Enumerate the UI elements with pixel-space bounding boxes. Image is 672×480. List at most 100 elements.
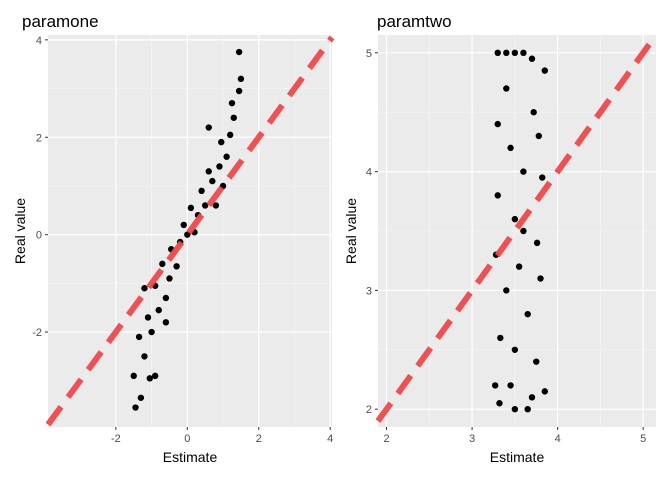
data-point — [205, 168, 212, 175]
data-point — [137, 394, 145, 401]
x-axis-label: Estimate — [490, 449, 545, 465]
data-point — [539, 174, 546, 181]
data-point — [237, 75, 245, 83]
data-point — [144, 314, 152, 321]
data-point — [520, 227, 527, 235]
y-axis-ticks: 2 3 4 5 — [366, 48, 378, 416]
data-point — [533, 239, 541, 247]
data-point — [159, 260, 166, 268]
data-point — [511, 405, 519, 413]
gridlines — [48, 35, 332, 427]
data-point — [173, 263, 180, 270]
identity-line — [45, 35, 335, 427]
data-point — [520, 168, 527, 175]
y-tick-label: 4 — [366, 167, 372, 179]
panel-paramone: paramone -2 0 2 4 -2 0 2 4 Estimate Real value — [12, 12, 335, 465]
data-point — [212, 202, 220, 209]
data-point — [503, 49, 510, 57]
y-tick-label: -2 — [32, 327, 42, 339]
data-point — [507, 144, 514, 152]
data-point — [187, 204, 195, 212]
data-point — [209, 177, 216, 185]
data-point — [146, 375, 154, 382]
data-point — [235, 87, 243, 95]
panel-title: paramone — [22, 12, 99, 31]
data-point — [135, 333, 143, 341]
data-point — [155, 306, 162, 314]
x-axis-ticks: 2 3 4 5 — [383, 427, 646, 445]
data-point — [530, 109, 537, 116]
y-tick-label: 0 — [36, 230, 42, 242]
scatter-points — [491, 49, 548, 413]
x-tick-label: 2 — [383, 433, 389, 445]
x-tick-label: 3 — [469, 433, 475, 445]
y-tick-label: 3 — [366, 285, 372, 297]
data-point — [218, 138, 225, 146]
data-point — [524, 405, 531, 413]
data-point — [132, 404, 139, 411]
x-tick-label: -2 — [111, 433, 121, 445]
x-axis-label: Estimate — [163, 449, 218, 465]
data-point — [535, 132, 543, 140]
data-point — [226, 131, 234, 139]
data-point — [494, 49, 501, 57]
data-point — [524, 310, 531, 318]
x-tick-label: 2 — [256, 433, 262, 445]
data-point — [198, 187, 205, 195]
data-point — [216, 163, 223, 170]
y-tick-label: 4 — [36, 35, 42, 47]
data-point — [533, 358, 540, 365]
data-point — [515, 263, 523, 270]
data-point — [180, 221, 187, 229]
data-point — [496, 400, 503, 407]
data-point — [541, 388, 548, 395]
data-point — [230, 114, 237, 121]
y-axis-label: Real value — [343, 198, 359, 264]
data-point — [235, 48, 243, 56]
data-point — [184, 231, 191, 238]
panel-title: paramtwo — [377, 12, 452, 31]
data-point — [491, 382, 499, 389]
identity-line — [375, 33, 659, 423]
data-point — [537, 275, 544, 282]
y-axis-ticks: -2 0 2 4 — [32, 35, 48, 339]
data-point — [503, 287, 510, 294]
x-axis-ticks: -2 0 2 4 — [111, 427, 333, 445]
data-point — [223, 153, 230, 160]
data-point — [166, 275, 173, 282]
data-point — [141, 353, 148, 360]
y-tick-label: 2 — [366, 404, 372, 416]
x-tick-label: 5 — [640, 433, 646, 445]
data-point — [541, 67, 548, 74]
x-tick-label: 4 — [327, 433, 333, 445]
data-point — [511, 215, 519, 223]
data-point — [228, 99, 236, 107]
data-point — [130, 372, 137, 380]
data-point — [205, 124, 212, 131]
data-point — [162, 294, 170, 302]
x-tick-label: 0 — [184, 433, 190, 445]
data-point — [511, 49, 519, 57]
data-point — [494, 192, 501, 199]
x-tick-label: 4 — [555, 433, 561, 445]
data-point — [151, 372, 159, 380]
data-point — [497, 334, 504, 342]
y-tick-label: 2 — [36, 132, 42, 144]
y-axis-label: Real value — [12, 198, 28, 264]
reference-line — [45, 35, 335, 427]
data-point — [528, 394, 536, 401]
data-point — [494, 120, 501, 128]
data-point — [162, 319, 170, 326]
data-point — [507, 382, 514, 389]
data-point — [148, 328, 155, 336]
y-tick-label: 5 — [366, 48, 372, 60]
data-point — [201, 202, 209, 209]
data-point — [520, 49, 527, 57]
data-point — [528, 55, 536, 62]
data-point — [141, 285, 148, 292]
data-point — [511, 346, 519, 353]
reference-line — [375, 33, 659, 423]
panel-paramtwo: paramtwo 2 3 4 5 2 3 4 5 Estimate Real value — [343, 12, 659, 465]
data-point — [503, 85, 510, 92]
